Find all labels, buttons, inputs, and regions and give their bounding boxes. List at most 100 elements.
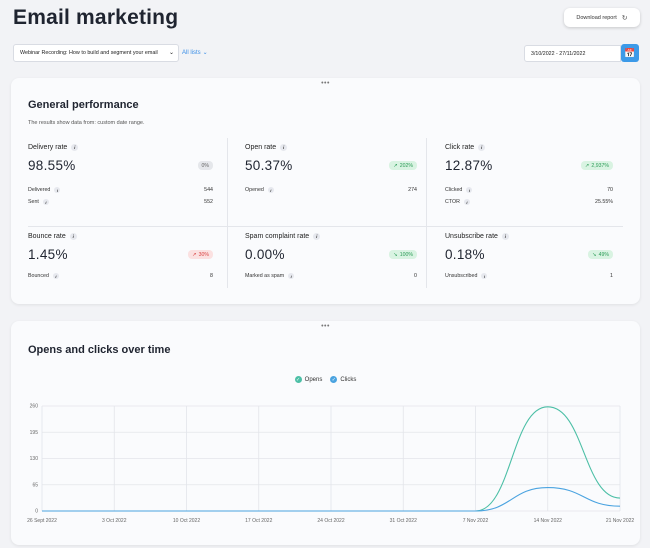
drag-handle-icon[interactable]: ••• (321, 323, 330, 330)
metric-value: 0.00% (245, 247, 285, 262)
x-tick-label: 17 Oct 2022 (245, 518, 272, 524)
metric-value: 50.37% (245, 158, 293, 173)
trend-badge: ↗ 2,937% (581, 161, 613, 170)
trend-badge: ↘ 49% (588, 250, 613, 259)
info-icon[interactable]: i (501, 233, 509, 240)
x-tick-label: 7 Nov 2022 (463, 518, 489, 524)
chevron-down-icon: ⌄ (202, 50, 208, 56)
performance-title: General performance (28, 99, 139, 111)
info-icon[interactable]: i (481, 273, 488, 279)
x-tick-label: 21 Nov 2022 (606, 518, 635, 524)
metric-row-value: 552 (204, 199, 213, 205)
metric-value: 0.18% (445, 247, 485, 262)
metric-row-value: 544 (204, 187, 213, 193)
divider (227, 138, 228, 288)
legend-label: Clicks (340, 376, 357, 383)
metric-row-label: Clicked (445, 187, 463, 193)
performance-subtitle: The results show data from: custom date … (28, 120, 145, 126)
metric-title: Spam complaint rate i (245, 233, 417, 240)
y-tick-label: 0 (35, 509, 38, 515)
all-lists-dropdown[interactable]: All lists ⌄ (182, 49, 208, 57)
campaign-select[interactable]: Webinar Recording: How to build and segm… (13, 44, 179, 62)
trend-badge-value: 100% (399, 251, 413, 258)
x-tick-label: 24 Oct 2022 (317, 518, 344, 524)
metric-value: 98.55% (28, 158, 76, 173)
check-icon: ✓ (294, 376, 302, 383)
x-tick-label: 26 Sept 2022 (27, 518, 57, 524)
metric-open-rate: Open rate i 50.37% ↗ 202% Opened i 274 (245, 144, 417, 214)
x-tick-label: 3 Oct 2022 (102, 518, 127, 524)
metric-bounce-rate: Bounce rate i 1.45% ↗ 30% Bounced i 8 (28, 233, 213, 303)
metric-value: 12.87% (445, 158, 493, 173)
y-tick-label: 130 (30, 456, 39, 462)
info-icon[interactable]: i (463, 199, 470, 205)
metric-title-label: Bounce rate (28, 233, 66, 240)
metric-row-value: 8 (210, 273, 213, 279)
all-lists-label: All lists (182, 49, 201, 56)
drag-handle-icon[interactable]: ••• (321, 80, 330, 87)
info-icon[interactable]: i (280, 144, 288, 151)
metric-row: Sent i 552 (28, 199, 213, 205)
metric-row-label: Sent (28, 199, 39, 205)
info-icon[interactable]: i (69, 233, 77, 240)
info-icon[interactable]: i (313, 233, 321, 240)
general-performance-card: ••• General performance The results show… (11, 78, 640, 304)
metric-row-value: 1 (610, 273, 613, 279)
metric-row: Clicked i 70 (445, 187, 613, 193)
line-chart: 0 65 130 195 260 26 Sept 2022 3 Oct 2022 10 Oct… (27, 404, 635, 525)
info-icon[interactable]: i (478, 144, 486, 151)
metric-title-label: Delivery rate (28, 144, 68, 151)
metric-row-value: 0 (414, 273, 417, 279)
metric-row-label: CTOR (445, 199, 460, 205)
date-range-input[interactable]: 3/10/2022 - 27/11/2022 (524, 45, 621, 62)
info-icon[interactable]: i (54, 187, 61, 193)
calendar-icon: 📅 (624, 47, 636, 58)
x-tick-label: 14 Nov 2022 (534, 518, 563, 524)
info-icon[interactable]: i (52, 273, 59, 279)
metric-title: Click rate i (445, 144, 613, 151)
metric-row: Marked as spam i 0 (245, 273, 417, 279)
download-report-button[interactable]: Download report ↻ (564, 8, 640, 27)
opens-clicks-card: ••• Opens and clicks over time ✓ Opens ✓… (11, 321, 640, 545)
y-tick-label: 195 (30, 430, 39, 436)
trend-arrow-icon: ↘ (393, 251, 398, 258)
metric-row-label: Unsubscribed (445, 273, 478, 279)
metric-row: Opened i 274 (245, 187, 417, 193)
info-icon[interactable]: i (267, 187, 274, 193)
trend-badge-value: 2,937% (591, 162, 609, 169)
info-icon[interactable]: i (466, 187, 473, 193)
metric-title-label: Click rate (445, 144, 475, 151)
metric-row-label: Bounced (28, 273, 49, 279)
divider (426, 138, 427, 288)
x-tick-label: 31 Oct 2022 (390, 518, 417, 524)
refresh-icon: ↻ (621, 14, 628, 22)
metric-click-rate: Click rate i 12.87% ↗ 2,937% Clicked i 70 CTOR i 2… (445, 144, 613, 214)
metric-row-label: Opened (245, 187, 264, 193)
trend-arrow-icon: ↗ (192, 251, 197, 258)
calendar-button[interactable]: 📅 (621, 44, 639, 62)
metric-title: Unsubscribe rate i (445, 233, 613, 240)
info-icon[interactable]: i (42, 199, 49, 205)
chart-title: Opens and clicks over time (28, 344, 171, 356)
metric-row: Unsubscribed i 1 (445, 273, 613, 279)
trend-arrow-icon: ↘ (592, 251, 597, 258)
legend-item-clicks[interactable]: ✓ Clicks (330, 376, 356, 383)
metric-row-value: 70 (607, 187, 613, 193)
legend-label: Opens (304, 376, 323, 383)
metric-delivery-rate: Delivery rate i 98.55% 0% Delivered i 544 Sent i… (28, 144, 213, 214)
trend-badge-value: 202% (399, 162, 413, 169)
trend-badge: ↗ 30% (188, 250, 213, 259)
metric-title-label: Unsubscribe rate (445, 233, 498, 240)
trend-badge: 0% (197, 161, 213, 170)
legend-item-opens[interactable]: ✓ Opens (294, 376, 323, 383)
metric-row-label: Marked as spam (245, 273, 285, 279)
chevron-down-icon: ⌄ (168, 50, 174, 56)
series-line-clicks (41, 487, 621, 512)
info-icon[interactable]: i (288, 273, 295, 279)
date-range-value: 3/10/2022 - 27/11/2022 (531, 50, 586, 57)
metric-title: Delivery rate i (28, 144, 213, 151)
chart-legend: ✓ Opens ✓ Clicks (11, 376, 640, 383)
info-icon[interactable]: i (71, 144, 79, 151)
metric-title-label: Spam complaint rate (245, 233, 310, 240)
metric-row-value: 274 (408, 187, 417, 193)
